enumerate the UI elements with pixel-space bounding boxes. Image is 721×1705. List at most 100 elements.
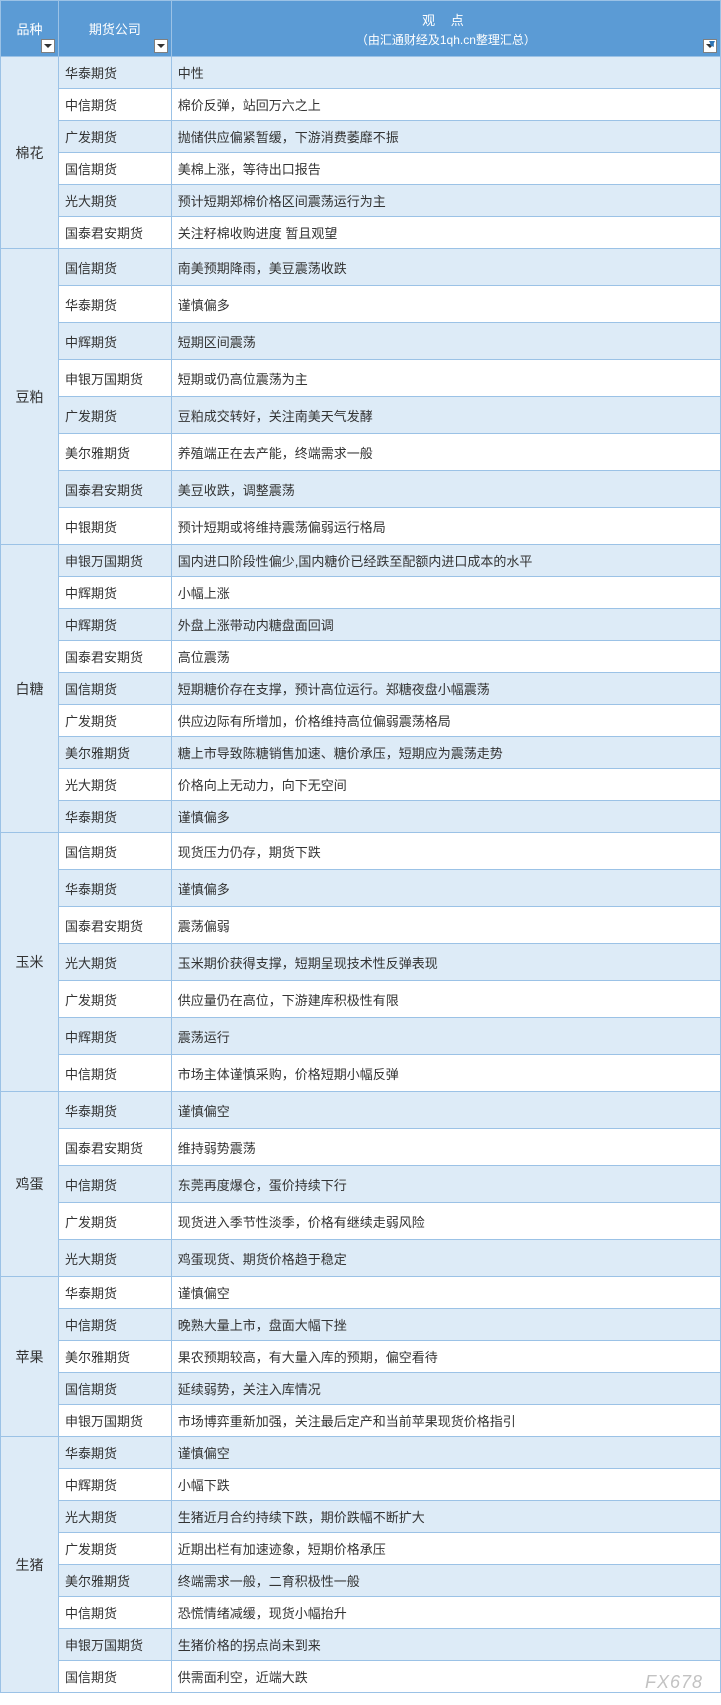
- opinion-cell: 果农预期较高，有大量入库的预期，偏空看待: [171, 1341, 720, 1373]
- opinion-cell: 美棉上涨，等待出口报告: [171, 153, 720, 185]
- table-row: 国信期货延续弱势，关注入库情况: [1, 1373, 721, 1405]
- table-row: 广发期货近期出栏有加速迹象，短期价格承压: [1, 1533, 721, 1565]
- variety-cell: 白糖: [1, 545, 59, 833]
- company-cell: 光大期货: [58, 944, 171, 981]
- company-cell: 国信期货: [58, 833, 171, 870]
- table-row: 申银万国期货短期或仍高位震荡为主: [1, 360, 721, 397]
- table-row: 国泰君安期货关注籽棉收购进度 暂且观望: [1, 217, 721, 249]
- opinion-cell: 供需面利空，近端大跌: [171, 1661, 720, 1693]
- company-cell: 华泰期货: [58, 1437, 171, 1469]
- header-opinion[interactable]: 观 点 （由汇通财经及1qh.cn整理汇总）: [171, 1, 720, 57]
- opinion-cell: 关注籽棉收购进度 暂且观望: [171, 217, 720, 249]
- opinion-cell: 糖上市导致陈糖销售加速、糖价承压，短期应为震荡走势: [171, 737, 720, 769]
- company-cell: 美尔雅期货: [58, 434, 171, 471]
- table-row: 中辉期货外盘上涨带动内糖盘面回调: [1, 609, 721, 641]
- table-row: 国信期货供需面利空，近端大跌: [1, 1661, 721, 1693]
- table-row: 国信期货美棉上涨，等待出口报告: [1, 153, 721, 185]
- opinion-cell: 中性: [171, 57, 720, 89]
- variety-cell: 苹果: [1, 1277, 59, 1437]
- company-cell: 华泰期货: [58, 57, 171, 89]
- table-row: 光大期货鸡蛋现货、期货价格趋于稳定: [1, 1240, 721, 1277]
- opinion-cell: 谨慎偏空: [171, 1277, 720, 1309]
- table-header-row: 品种 期货公司 观 点 （由汇通财经及1qh.cn整理汇总）: [1, 1, 721, 57]
- company-cell: 申银万国期货: [58, 545, 171, 577]
- opinion-cell: 养殖端正在去产能，终端需求一般: [171, 434, 720, 471]
- futures-opinion-table: 品种 期货公司 观 点 （由汇通财经及1qh.cn整理汇总） 棉花华泰期货中性中…: [0, 0, 721, 1693]
- opinion-cell: 预计短期或将维持震荡偏弱运行格局: [171, 508, 720, 545]
- company-cell: 美尔雅期货: [58, 1341, 171, 1373]
- table-row: 中信期货恐慌情绪减缓，现货小幅抬升: [1, 1597, 721, 1629]
- table-row: 豆粕国信期货南美预期降雨，美豆震荡收跌: [1, 249, 721, 286]
- filter-dropdown-icon[interactable]: [703, 39, 717, 53]
- table-row: 广发期货豆粕成交转好，关注南美天气发酵: [1, 397, 721, 434]
- table-row: 生猪华泰期货谨慎偏空: [1, 1437, 721, 1469]
- table-row: 鸡蛋华泰期货谨慎偏空: [1, 1092, 721, 1129]
- company-cell: 国信期货: [58, 1373, 171, 1405]
- header-variety[interactable]: 品种: [1, 1, 59, 57]
- table-row: 玉米国信期货现货压力仍存，期货下跌: [1, 833, 721, 870]
- table-row: 美尔雅期货养殖端正在去产能，终端需求一般: [1, 434, 721, 471]
- opinion-cell: 现货进入季节性淡季，价格有继续走弱风险: [171, 1203, 720, 1240]
- variety-cell: 生猪: [1, 1437, 59, 1693]
- table-row: 广发期货供应边际有所增加，价格维持高位偏弱震荡格局: [1, 705, 721, 737]
- opinion-cell: 南美预期降雨，美豆震荡收跌: [171, 249, 720, 286]
- table-row: 广发期货供应量仍在高位，下游建库积极性有限: [1, 981, 721, 1018]
- company-cell: 国信期货: [58, 673, 171, 705]
- company-cell: 国信期货: [58, 153, 171, 185]
- table-row: 华泰期货谨慎偏多: [1, 286, 721, 323]
- header-opinion-sub: （由汇通财经及1qh.cn整理汇总）: [176, 31, 716, 48]
- company-cell: 华泰期货: [58, 286, 171, 323]
- opinion-cell: 抛储供应偏紧暂缓，下游消费萎靡不振: [171, 121, 720, 153]
- company-cell: 国泰君安期货: [58, 1129, 171, 1166]
- table-row: 华泰期货谨慎偏多: [1, 801, 721, 833]
- table-row: 光大期货玉米期价获得支撑，短期呈现技术性反弹表现: [1, 944, 721, 981]
- table-row: 中辉期货小幅上涨: [1, 577, 721, 609]
- opinion-cell: 晚熟大量上市，盘面大幅下挫: [171, 1309, 720, 1341]
- company-cell: 申银万国期货: [58, 1405, 171, 1437]
- table-row: 中辉期货短期区间震荡: [1, 323, 721, 360]
- company-cell: 广发期货: [58, 1203, 171, 1240]
- header-company[interactable]: 期货公司: [58, 1, 171, 57]
- variety-cell: 豆粕: [1, 249, 59, 545]
- opinion-cell: 生猪价格的拐点尚未到来: [171, 1629, 720, 1661]
- opinion-cell: 棉价反弹，站回万六之上: [171, 89, 720, 121]
- opinion-cell: 近期出栏有加速迹象，短期价格承压: [171, 1533, 720, 1565]
- company-cell: 国信期货: [58, 249, 171, 286]
- table-row: 申银万国期货市场博弈重新加强，关注最后定产和当前苹果现货价格指引: [1, 1405, 721, 1437]
- filter-dropdown-icon[interactable]: [41, 39, 55, 53]
- opinion-cell: 供应边际有所增加，价格维持高位偏弱震荡格局: [171, 705, 720, 737]
- table-body: 棉花华泰期货中性中信期货棉价反弹，站回万六之上广发期货抛储供应偏紧暂缓，下游消费…: [1, 57, 721, 1693]
- table-row: 中辉期货小幅下跌: [1, 1469, 721, 1501]
- opinion-cell: 短期区间震荡: [171, 323, 720, 360]
- company-cell: 国泰君安期货: [58, 217, 171, 249]
- company-cell: 广发期货: [58, 981, 171, 1018]
- table-row: 国泰君安期货震荡偏弱: [1, 907, 721, 944]
- opinion-cell: 高位震荡: [171, 641, 720, 673]
- opinion-cell: 谨慎偏空: [171, 1092, 720, 1129]
- opinion-cell: 短期糖价存在支撑，预计高位运行。郑糖夜盘小幅震荡: [171, 673, 720, 705]
- company-cell: 中辉期货: [58, 577, 171, 609]
- table-row: 中银期货预计短期或将维持震荡偏弱运行格局: [1, 508, 721, 545]
- table-row: 国泰君安期货高位震荡: [1, 641, 721, 673]
- opinion-cell: 小幅下跌: [171, 1469, 720, 1501]
- table-row: 苹果华泰期货谨慎偏空: [1, 1277, 721, 1309]
- company-cell: 中信期货: [58, 1166, 171, 1203]
- header-opinion-title: 观 点: [176, 10, 716, 29]
- opinion-cell: 东莞再度爆仓，蛋价持续下行: [171, 1166, 720, 1203]
- opinion-cell: 谨慎偏多: [171, 286, 720, 323]
- table-row: 国泰君安期货美豆收跌，调整震荡: [1, 471, 721, 508]
- opinion-cell: 延续弱势，关注入库情况: [171, 1373, 720, 1405]
- company-cell: 中信期货: [58, 1055, 171, 1092]
- company-cell: 广发期货: [58, 1533, 171, 1565]
- filter-dropdown-icon[interactable]: [154, 39, 168, 53]
- opinion-cell: 鸡蛋现货、期货价格趋于稳定: [171, 1240, 720, 1277]
- company-cell: 申银万国期货: [58, 360, 171, 397]
- table-row: 华泰期货谨慎偏多: [1, 870, 721, 907]
- opinion-cell: 外盘上涨带动内糖盘面回调: [171, 609, 720, 641]
- company-cell: 美尔雅期货: [58, 1565, 171, 1597]
- opinion-cell: 市场主体谨慎采购，价格短期小幅反弹: [171, 1055, 720, 1092]
- opinion-cell: 短期或仍高位震荡为主: [171, 360, 720, 397]
- table-row: 美尔雅期货终端需求一般，二育积极性一般: [1, 1565, 721, 1597]
- table-row: 国信期货短期糖价存在支撑，预计高位运行。郑糖夜盘小幅震荡: [1, 673, 721, 705]
- company-cell: 广发期货: [58, 705, 171, 737]
